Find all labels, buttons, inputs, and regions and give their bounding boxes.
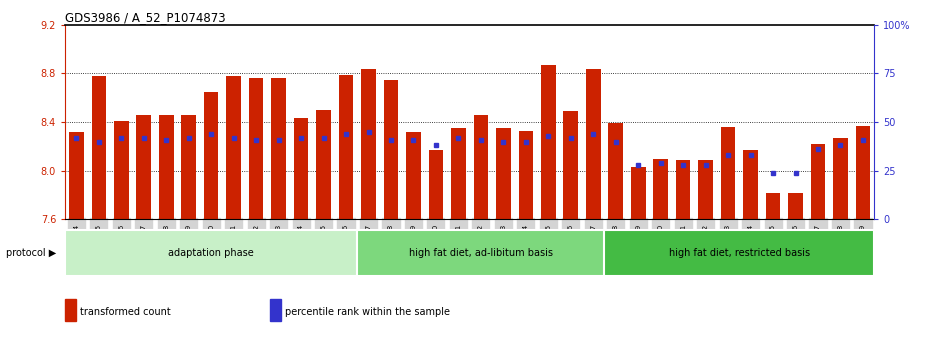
Bar [604,230,874,276]
Bar [451,128,466,219]
Bar [204,92,219,219]
Bar [721,127,736,219]
Bar [631,167,645,219]
Bar [294,119,309,219]
Bar [384,80,398,219]
Bar [789,193,803,219]
Bar [137,115,151,219]
Bar [811,144,825,219]
Text: GDS3986 / A_52_P1074873: GDS3986 / A_52_P1074873 [65,11,226,24]
Bar [357,230,604,276]
Text: protocol ▶: protocol ▶ [6,248,56,258]
Bar [69,132,84,219]
Text: adaptation phase: adaptation phase [168,248,254,258]
Bar [65,299,76,321]
Bar [226,76,241,219]
Bar [339,75,353,219]
Bar [743,150,758,219]
Bar [473,115,488,219]
Bar [856,126,870,219]
Text: transformed count: transformed count [80,307,171,317]
Bar [541,65,555,219]
Bar [65,230,357,276]
Bar [564,111,578,219]
Bar [91,76,106,219]
Bar [608,123,623,219]
Bar [361,69,376,219]
Bar [272,78,286,219]
Bar [249,78,263,219]
Bar [316,110,331,219]
Bar [270,299,281,321]
Bar [181,115,196,219]
Text: high fat diet, ad-libitum basis: high fat diet, ad-libitum basis [409,248,553,258]
Bar [496,128,511,219]
Bar [676,160,690,219]
Bar [159,115,174,219]
Bar [833,138,848,219]
Bar [519,131,533,219]
Bar [698,160,713,219]
Bar [406,132,420,219]
Bar [765,193,780,219]
Text: percentile rank within the sample: percentile rank within the sample [285,307,449,317]
Bar [429,150,444,219]
Bar [654,159,668,219]
Bar [114,121,128,219]
Text: high fat diet, restricted basis: high fat diet, restricted basis [669,248,810,258]
Bar [586,69,601,219]
